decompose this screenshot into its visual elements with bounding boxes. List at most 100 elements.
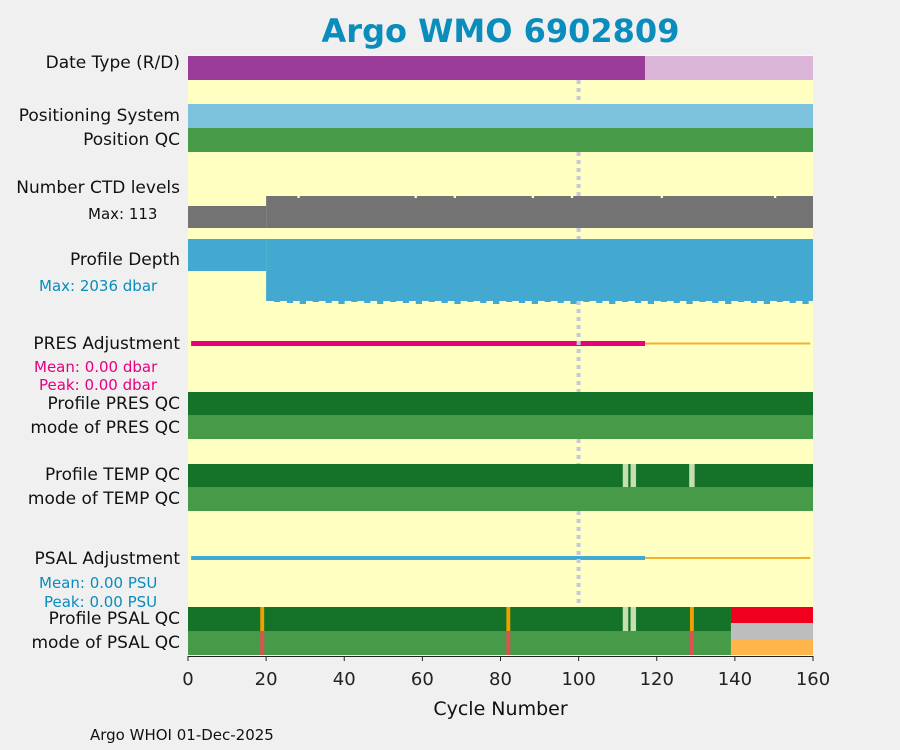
profile-depth-jag-40	[789, 300, 796, 303]
ctd-levels-notch-0	[297, 196, 300, 198]
label-pres-adjustment: PRES Adjustment	[33, 334, 180, 354]
ctd-levels-notch-2	[453, 196, 456, 198]
profile-depth-jag-24	[583, 299, 590, 302]
label-position-qc: Position QC	[83, 130, 180, 150]
mode-temp-qc-band	[188, 487, 813, 511]
profile-depth-jag-1	[286, 300, 294, 303]
label-mode-temp-qc: mode of TEMP QC	[27, 489, 180, 509]
profile-temp-qc-flag-114	[630, 464, 637, 487]
chart-title: Argo WMO 6902809	[321, 12, 680, 50]
mode-psal-qc-bad-band	[730, 639, 813, 655]
profile-depth-jag-23	[570, 301, 577, 304]
label-number-ctd-levels: Number CTD levels	[16, 178, 180, 198]
x-tick-label-140: 140	[718, 669, 752, 690]
mode-psal-qc-flag-19	[260, 631, 265, 655]
profile-depth-jag-38	[763, 301, 771, 304]
label-psal-adjustment: PSAL Adjustment	[34, 549, 180, 569]
profile-depth-jag-16	[480, 300, 487, 303]
mode-psal-qc-flag-82	[506, 631, 511, 655]
positioning-system-band	[188, 104, 813, 128]
x-tick-label-60: 60	[411, 669, 434, 690]
profile-depth-jag-8	[377, 301, 384, 304]
profile-temp-qc-flag-129	[689, 464, 695, 487]
date-type-delayed-band	[645, 56, 813, 80]
label-ctd-max: Max: 113	[88, 205, 158, 223]
profile-depth-jag-31	[673, 300, 680, 303]
profile-psal-qc-bad-band	[730, 607, 813, 623]
profile-psal-qc-flag-112	[622, 607, 629, 631]
x-axis-label: Cycle Number	[433, 698, 568, 720]
profile-depth-jag-25	[596, 300, 603, 303]
profile-psal-qc-flag-129	[689, 607, 694, 631]
ctd-levels-notch-5	[660, 196, 663, 198]
label-psal-mean: Mean: 0.00 PSU	[39, 574, 158, 592]
profile-depth-jag-29	[647, 301, 655, 304]
profile-depth-jag-34	[712, 300, 719, 303]
label-positioning-system: Positioning System	[18, 106, 180, 126]
profile-psal-qc-flag-82	[506, 607, 511, 631]
label-profile-pres-qc: Profile PRES QC	[47, 394, 180, 414]
profile-depth-bars-early	[188, 239, 267, 271]
label-depth-max: Max: 2036 dbar	[39, 277, 158, 295]
footer-text: Argo WHOI 01-Dec-2025	[90, 726, 274, 744]
profile-depth-jag-18	[505, 299, 513, 302]
ctd-levels-notch-6	[773, 196, 777, 198]
profile-depth-jag-21	[544, 299, 551, 302]
x-tick-label-80: 80	[489, 669, 512, 690]
profile-depth-jag-41	[802, 301, 809, 304]
profile-depth-jag-3	[312, 299, 319, 302]
x-tick-label-120: 120	[640, 669, 674, 690]
profile-temp-qc-flag-112	[622, 464, 629, 487]
label-mode-psal-qc: mode of PSAL QC	[31, 633, 180, 653]
profile-depth-bars-late	[266, 239, 813, 301]
plot-background	[188, 55, 813, 656]
mode-pres-qc-band	[188, 415, 813, 439]
profile-depth-jag-6	[351, 299, 358, 302]
profile-depth-jag-10	[402, 300, 410, 303]
ctd-levels-notch-3	[531, 196, 535, 198]
label-profile-psal-qc: Profile PSAL QC	[48, 609, 180, 629]
profile-depth-jag-27	[621, 299, 629, 302]
profile-depth-jag-20	[531, 301, 538, 304]
profile-depth-jag-12	[428, 299, 435, 302]
x-tick-label-0: 0	[182, 669, 193, 690]
profile-psal-qc-flag-19	[260, 607, 265, 631]
label-pres-mean: Mean: 0.00 dbar	[34, 358, 158, 376]
label-date-type: Date Type (R/D)	[45, 53, 180, 73]
psal-qc-grey-band	[730, 623, 813, 639]
profile-depth-jag-4	[325, 300, 332, 303]
mode-psal-qc-flag-129	[689, 631, 694, 655]
profile-depth-jag-9	[389, 299, 397, 302]
profile-depth-jag-33	[699, 299, 706, 302]
profile-temp-qc-band	[188, 464, 813, 487]
profile-depth-jag-2	[299, 301, 306, 304]
profile-depth-jag-32	[686, 301, 693, 304]
label-psal-peak: Peak: 0.00 PSU	[44, 593, 158, 611]
mode-psal-qc-band	[188, 631, 731, 655]
profile-psal-qc-band	[188, 607, 731, 631]
label-profile-depth: Profile Depth	[69, 250, 180, 270]
ctd-levels-notch-4	[570, 196, 574, 198]
profile-depth-jag-15	[467, 299, 474, 302]
profile-depth-jag-22	[557, 300, 564, 303]
profile-depth-jag-26	[609, 301, 616, 304]
date-type-realtime-band	[188, 56, 646, 80]
ctd-levels-bars-early	[188, 206, 267, 228]
profile-depth-jag-17	[493, 301, 500, 304]
profile-depth-jag-7	[364, 300, 371, 303]
profile-depth-jag-13	[441, 300, 448, 303]
x-tick-label-40: 40	[333, 669, 356, 690]
profile-depth-jag-30	[660, 299, 667, 302]
label-mode-pres-qc: mode of PRES QC	[30, 418, 180, 438]
profile-depth-jag-0	[273, 299, 281, 302]
profile-psal-qc-flag-114	[630, 607, 637, 631]
profile-depth-jag-28	[634, 300, 642, 303]
profile-depth-jag-19	[518, 300, 526, 303]
profile-depth-jag-11	[415, 301, 422, 304]
profile-depth-jag-37	[750, 300, 758, 303]
ctd-levels-bars-late	[266, 196, 813, 228]
label-profile-temp-qc: Profile TEMP QC	[45, 465, 180, 485]
label-pres-peak: Peak: 0.00 dbar	[39, 376, 158, 394]
profile-depth-jag-14	[454, 301, 461, 304]
